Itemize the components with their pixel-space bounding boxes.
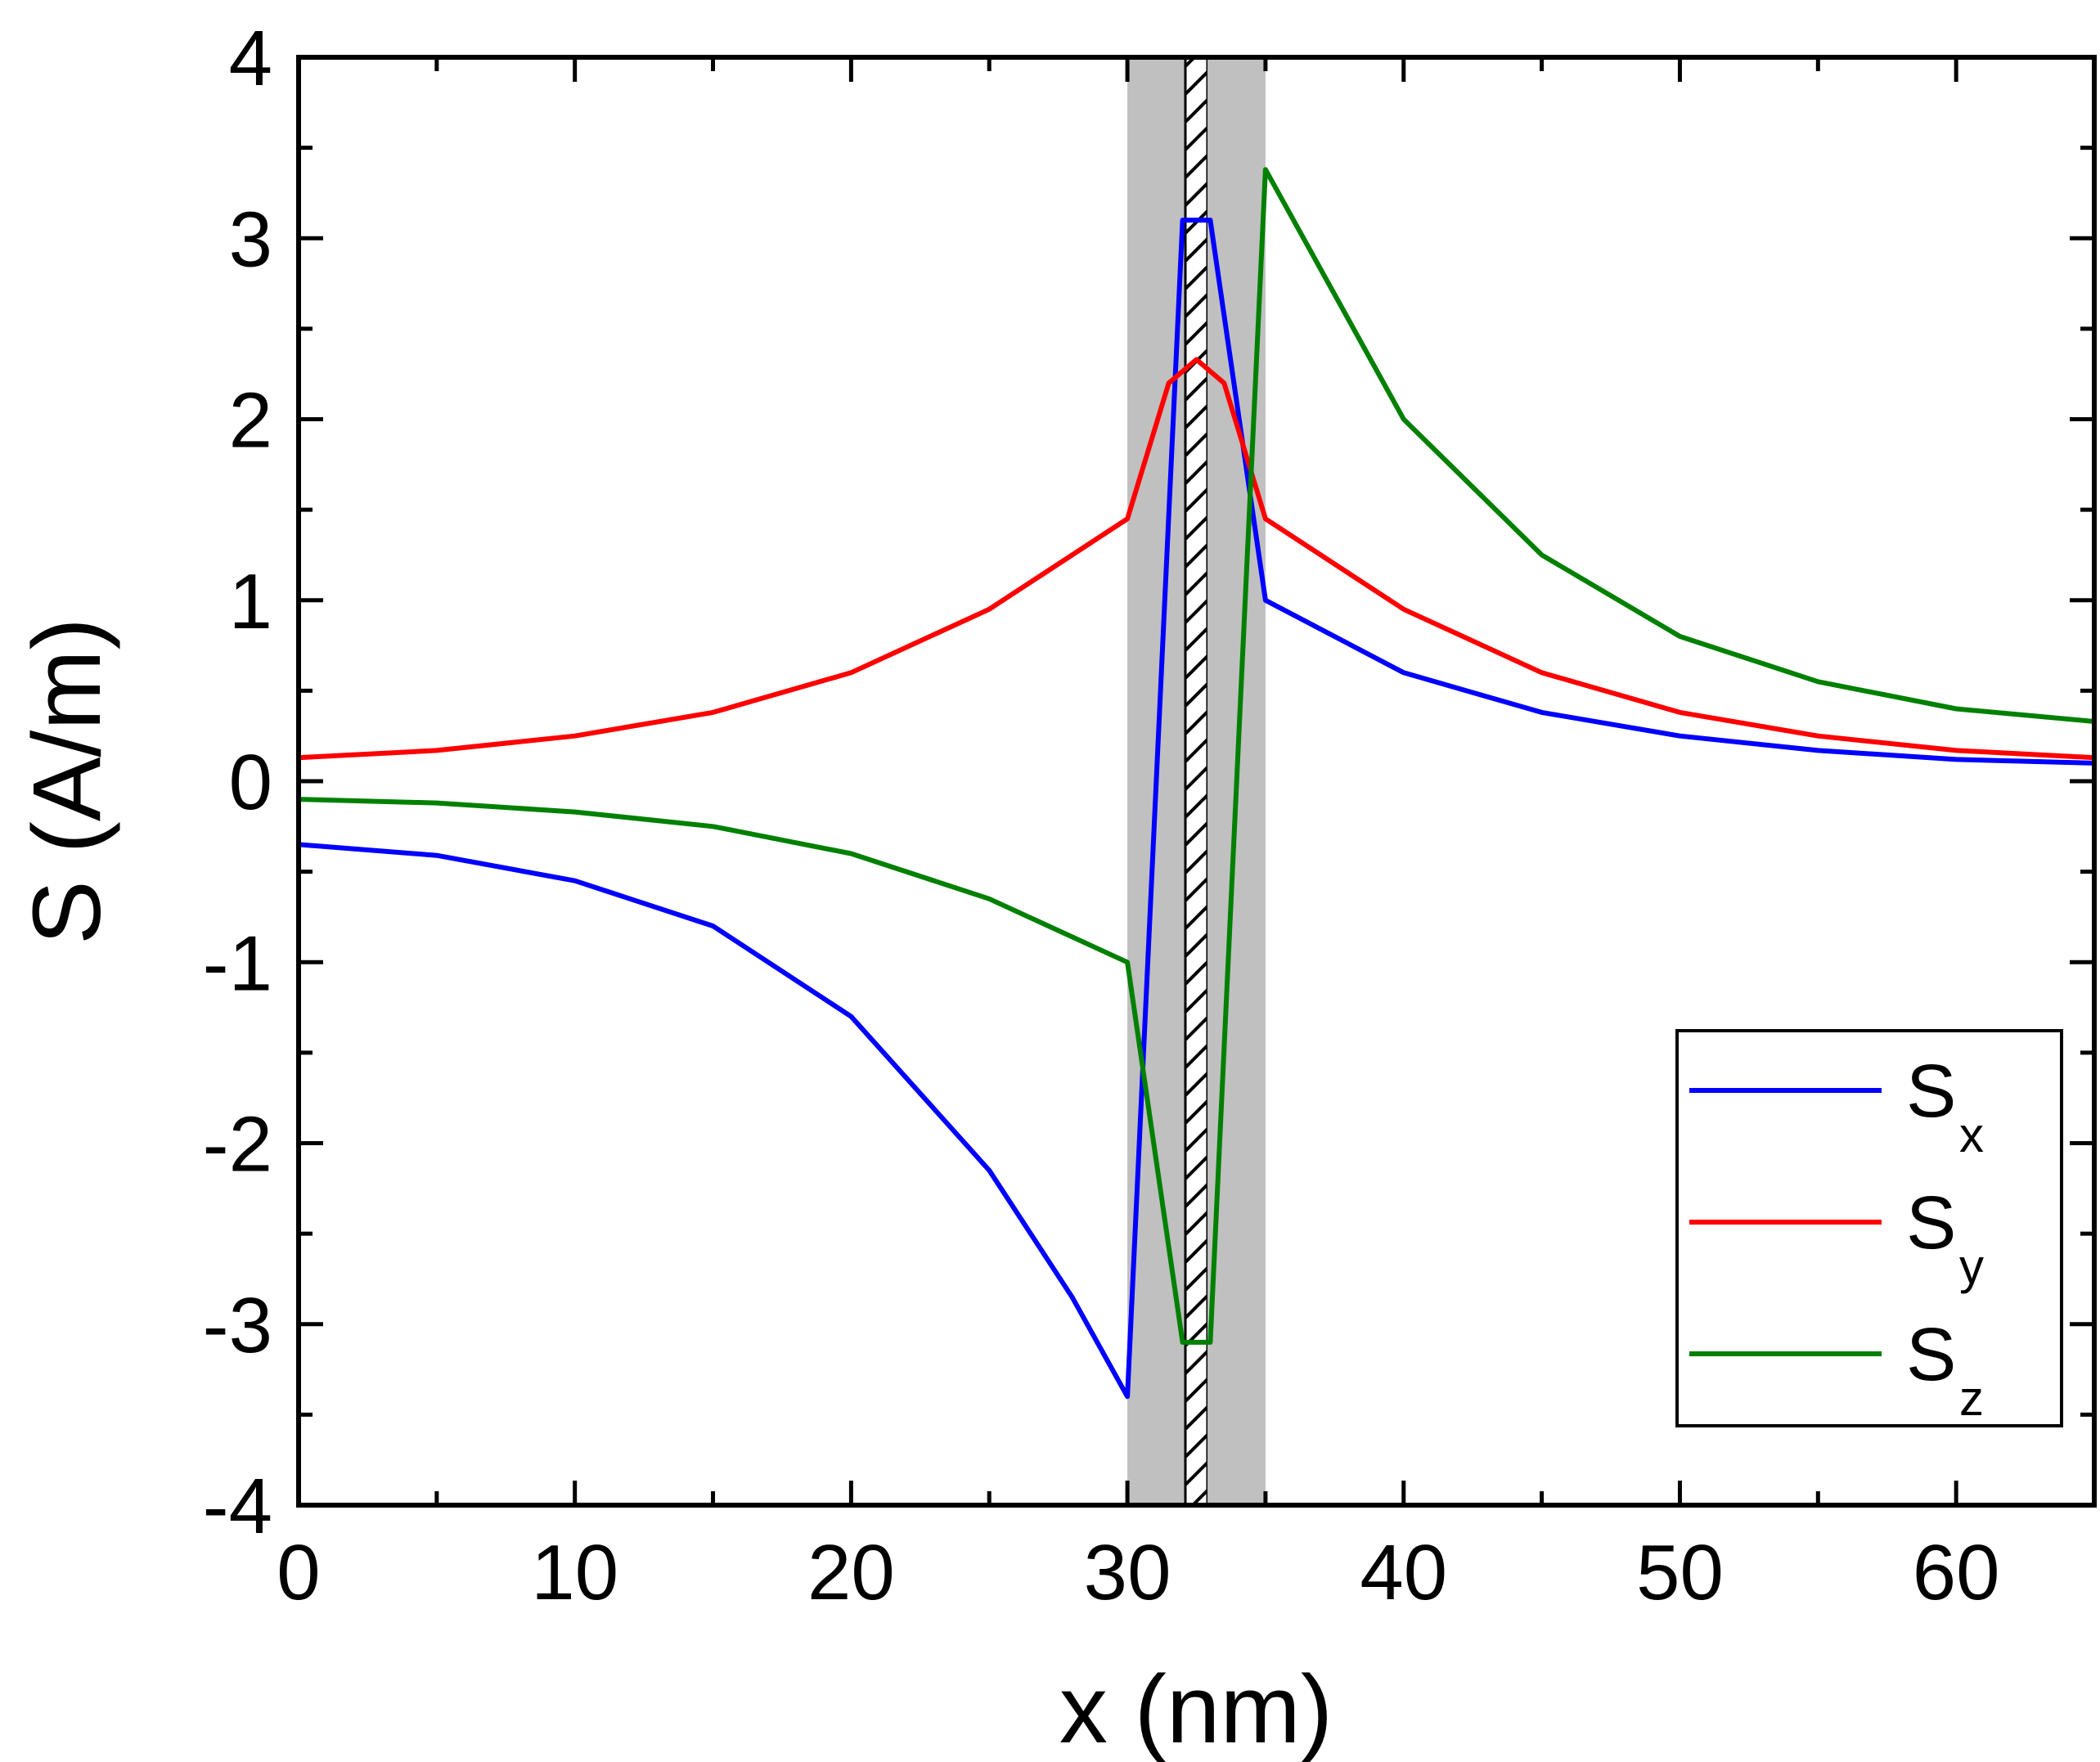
legend-subscript: z (1959, 1371, 1984, 1426)
legend-label: S (1906, 1050, 1956, 1133)
y-tick-label: 4 (229, 15, 272, 102)
series-x (299, 218, 2094, 1400)
y-tick-label: 0 (229, 739, 272, 826)
shaded-region-2 (1184, 56, 1209, 1507)
series-z (299, 167, 2094, 1345)
x-tick-label: 40 (1360, 1529, 1447, 1616)
y-tick-label: -1 (203, 919, 272, 1007)
axis-ticks (296, 55, 2097, 1508)
y-axis-title: S (A/m) (13, 618, 121, 945)
series-line-x (299, 218, 2094, 1400)
legend-item-z: Sz (1689, 1313, 1984, 1426)
series-line-y (299, 357, 2094, 761)
series-line-z (299, 167, 2094, 1345)
x-tick-label: 60 (1913, 1529, 2000, 1616)
x-tick-label: 0 (277, 1529, 320, 1616)
shaded-regions (1127, 56, 1266, 1507)
legend-subscript: y (1959, 1239, 1984, 1294)
y-tick-label: 2 (229, 377, 272, 465)
legend-item-y: Sy (1689, 1181, 1984, 1294)
x-axis-title: x (nm) (1059, 1656, 1333, 1762)
x-tick-label: 50 (1636, 1529, 1724, 1616)
legend-box (1675, 1029, 2063, 1427)
legend-label: S (1906, 1313, 1956, 1396)
legend-label: S (1906, 1181, 1956, 1265)
x-tick-label: 30 (1084, 1529, 1171, 1616)
y-tick-label: -4 (203, 1463, 272, 1550)
y-tick-label: -3 (203, 1282, 272, 1369)
series-layer (299, 167, 2094, 1400)
x-tick-label: 20 (807, 1529, 895, 1616)
legend-item-x: Sx (1689, 1050, 1984, 1162)
y-tick-label: -2 (203, 1101, 272, 1189)
x-tick-label: 10 (531, 1529, 618, 1616)
y-tick-label: 3 (229, 196, 272, 283)
y-tick-label: 1 (229, 558, 272, 645)
tick-labels: 0 10 20 30 40 50 60 -4 -3 -2 -1 0 1 2 3 4 (203, 15, 2000, 1616)
legend-subscript: x (1959, 1108, 1984, 1162)
series-y (299, 357, 2094, 761)
